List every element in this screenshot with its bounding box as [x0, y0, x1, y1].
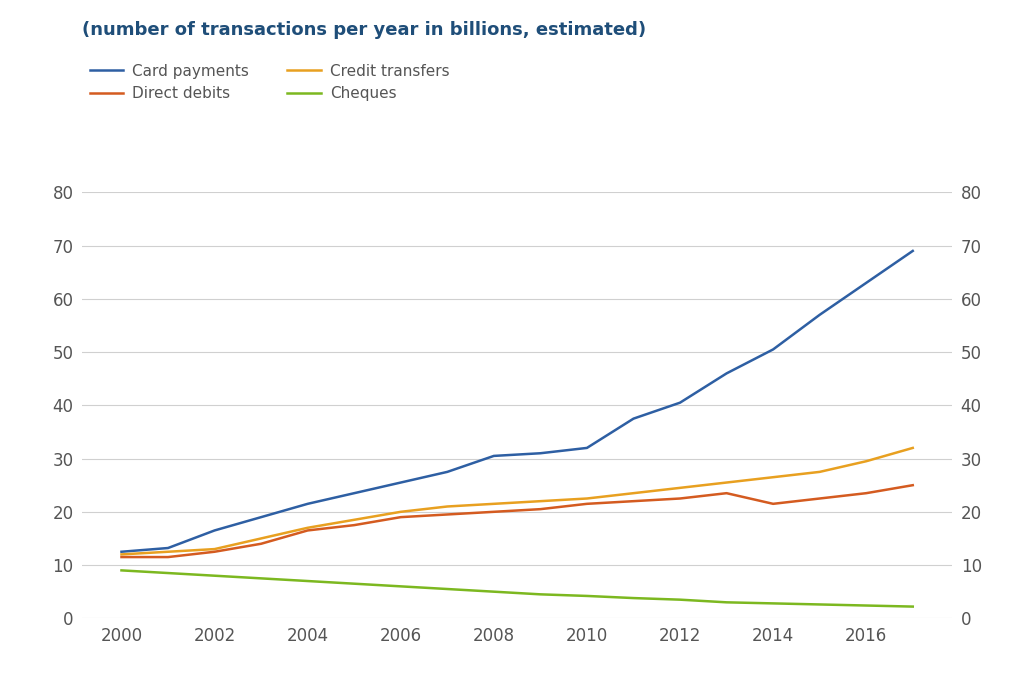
Direct debits: [301, 526, 313, 534]
Credit transfers: [116, 550, 128, 559]
Line: Cheques: Cheques: [122, 570, 912, 607]
Direct debits: [906, 481, 919, 489]
Credit transfers: [255, 534, 267, 543]
Legend: Card payments, Direct debits, Credit transfers, Cheques: Card payments, Direct debits, Credit tra…: [89, 64, 450, 102]
Credit transfers: [581, 495, 593, 503]
Line: Direct debits: Direct debits: [122, 485, 912, 557]
Card payments: [441, 468, 454, 476]
Cheques: [628, 594, 640, 602]
Direct debits: [394, 513, 407, 521]
Credit transfers: [209, 545, 221, 553]
Credit transfers: [628, 489, 640, 497]
Card payments: [721, 370, 733, 378]
Direct debits: [535, 505, 547, 513]
Card payments: [348, 489, 360, 497]
Cheques: [255, 574, 267, 583]
Credit transfers: [906, 444, 919, 452]
Cheques: [441, 585, 454, 593]
Cheques: [860, 601, 872, 609]
Direct debits: [813, 495, 825, 503]
Credit transfers: [535, 497, 547, 506]
Credit transfers: [394, 508, 407, 516]
Cheques: [767, 599, 779, 607]
Cheques: [721, 598, 733, 607]
Credit transfers: [441, 502, 454, 510]
Card payments: [535, 449, 547, 458]
Card payments: [581, 444, 593, 452]
Card payments: [674, 398, 686, 407]
Cheques: [116, 566, 128, 574]
Card payments: [767, 346, 779, 354]
Cheques: [674, 596, 686, 604]
Credit transfers: [767, 473, 779, 482]
Card payments: [255, 513, 267, 521]
Card payments: [116, 548, 128, 556]
Card payments: [860, 279, 872, 287]
Direct debits: [767, 499, 779, 508]
Card payments: [394, 478, 407, 486]
Direct debits: [487, 508, 500, 516]
Card payments: [813, 311, 825, 319]
Card payments: [209, 526, 221, 534]
Credit transfers: [860, 457, 872, 465]
Credit transfers: [813, 468, 825, 476]
Text: (number of transactions per year in billions, estimated): (number of transactions per year in bill…: [82, 21, 646, 38]
Credit transfers: [301, 523, 313, 532]
Credit transfers: [674, 484, 686, 492]
Card payments: [487, 452, 500, 460]
Cheques: [394, 583, 407, 591]
Direct debits: [348, 521, 360, 529]
Direct debits: [581, 499, 593, 508]
Card payments: [628, 414, 640, 423]
Direct debits: [209, 548, 221, 556]
Direct debits: [162, 553, 174, 561]
Direct debits: [255, 540, 267, 548]
Card payments: [162, 544, 174, 552]
Direct debits: [116, 553, 128, 561]
Direct debits: [628, 497, 640, 506]
Cheques: [487, 587, 500, 596]
Direct debits: [441, 510, 454, 519]
Cheques: [348, 580, 360, 588]
Card payments: [906, 247, 919, 255]
Direct debits: [860, 489, 872, 497]
Credit transfers: [162, 548, 174, 556]
Credit transfers: [487, 499, 500, 508]
Cheques: [581, 592, 593, 600]
Credit transfers: [348, 516, 360, 524]
Cheques: [301, 577, 313, 585]
Card payments: [301, 499, 313, 508]
Cheques: [535, 590, 547, 598]
Credit transfers: [721, 478, 733, 486]
Cheques: [906, 602, 919, 611]
Cheques: [162, 569, 174, 577]
Direct debits: [674, 495, 686, 503]
Cheques: [813, 600, 825, 609]
Direct debits: [721, 489, 733, 497]
Cheques: [209, 572, 221, 580]
Line: Credit transfers: Credit transfers: [122, 448, 912, 554]
Line: Card payments: Card payments: [122, 251, 912, 552]
